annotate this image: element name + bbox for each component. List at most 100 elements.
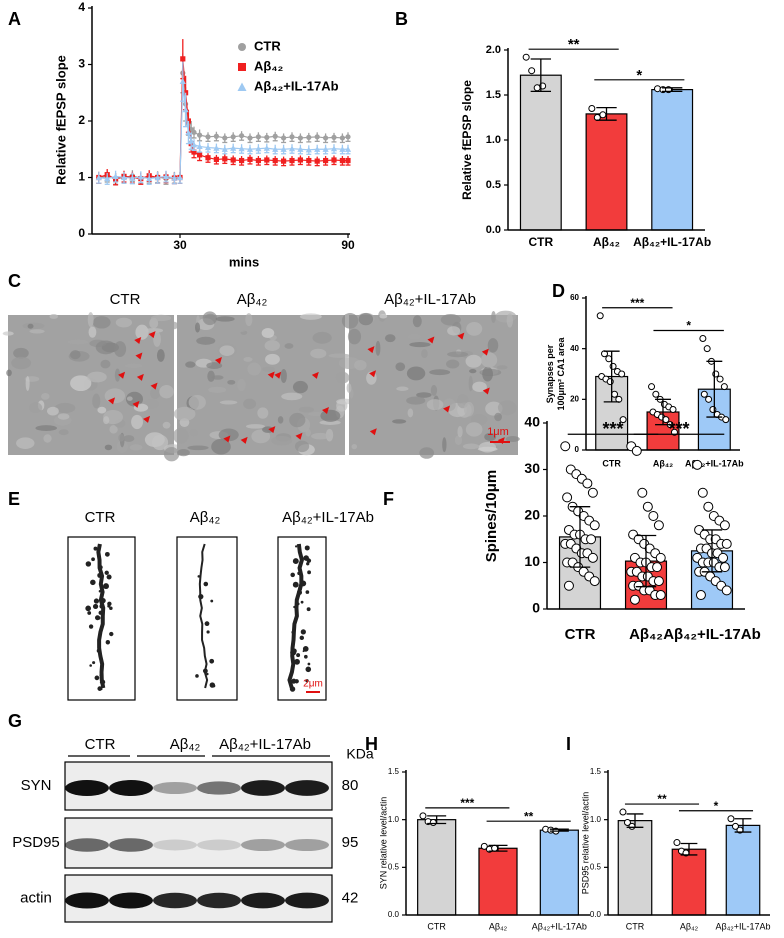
synapse-arrow bbox=[223, 435, 231, 443]
y-axis-label: SYN relative level/actin bbox=[378, 797, 388, 890]
micrograph-texture bbox=[271, 435, 293, 446]
micrograph-texture bbox=[299, 313, 322, 320]
blot-row-label: PSD95 bbox=[12, 834, 60, 851]
x-tick-label: Aβ₄₂+IL-17Ab bbox=[663, 626, 761, 643]
marker bbox=[222, 135, 228, 141]
marker bbox=[162, 173, 170, 179]
significance-label: ** bbox=[657, 792, 667, 806]
micrograph-texture bbox=[232, 323, 248, 333]
marker bbox=[197, 132, 203, 138]
marker bbox=[137, 173, 144, 180]
spine bbox=[305, 590, 310, 594]
bar bbox=[617, 820, 653, 916]
y-tick-label: 0.0 bbox=[388, 910, 400, 919]
micrograph-texture bbox=[409, 341, 431, 348]
blot-group-label: CTR bbox=[85, 736, 116, 753]
micrograph-texture bbox=[482, 366, 493, 382]
micrograph-texture bbox=[335, 371, 350, 384]
y-tick-label: 0.5 bbox=[486, 179, 501, 191]
micrograph-texture bbox=[430, 384, 438, 396]
y-axis-label: Synapses per bbox=[545, 344, 555, 403]
y-tick-label: 2 bbox=[78, 113, 85, 127]
synapse-arrow bbox=[135, 352, 143, 360]
micrograph-texture bbox=[118, 433, 125, 442]
spine bbox=[103, 583, 109, 590]
data-point bbox=[654, 85, 662, 93]
micrograph-texture bbox=[87, 371, 107, 383]
micrograph-texture bbox=[469, 369, 477, 374]
data-point bbox=[429, 819, 437, 827]
data-point bbox=[652, 562, 663, 573]
y-tick-label: 20 bbox=[570, 394, 579, 403]
data-point bbox=[589, 520, 600, 531]
micrograph-texture bbox=[497, 400, 517, 416]
micrograph-texture bbox=[131, 414, 143, 430]
micrograph-texture bbox=[103, 416, 110, 425]
marker bbox=[297, 135, 303, 141]
micrograph-texture bbox=[463, 401, 475, 417]
spine bbox=[290, 572, 295, 578]
micrograph-label: Aβ₄₂+IL-17Ab bbox=[384, 291, 476, 308]
blot-kda: 95 bbox=[342, 834, 359, 851]
micrograph-label: CTR bbox=[110, 291, 141, 308]
blot-kda: 42 bbox=[342, 889, 359, 906]
synapse-arrow bbox=[150, 382, 158, 390]
marker bbox=[345, 134, 351, 140]
y-tick-label: 10 bbox=[524, 553, 540, 569]
synapse-arrow bbox=[268, 426, 276, 434]
micrograph-label: Aβ₄₂ bbox=[237, 291, 268, 308]
marker bbox=[264, 157, 270, 163]
marker bbox=[289, 134, 295, 140]
data-point bbox=[722, 416, 730, 424]
marker bbox=[331, 134, 337, 140]
data-point bbox=[653, 576, 664, 587]
marker bbox=[246, 146, 254, 152]
blot-row-label: actin bbox=[20, 889, 52, 906]
data-point bbox=[652, 390, 660, 398]
synapse-arrow bbox=[143, 415, 151, 423]
micrograph-texture bbox=[379, 314, 388, 319]
micrograph-texture bbox=[375, 340, 381, 356]
marker bbox=[272, 133, 278, 139]
micrograph-texture bbox=[496, 365, 508, 370]
spine bbox=[99, 679, 106, 685]
micrograph-texture bbox=[195, 322, 201, 333]
micrograph-texture bbox=[384, 334, 396, 343]
micrograph-texture bbox=[162, 421, 171, 429]
significance-label: *** bbox=[630, 296, 644, 310]
spine bbox=[104, 551, 110, 557]
micrograph-texture bbox=[188, 395, 206, 410]
blot-band bbox=[65, 838, 109, 852]
micrograph-texture bbox=[289, 412, 306, 428]
micrograph-texture bbox=[312, 331, 332, 344]
marker bbox=[185, 129, 192, 135]
blot-group-label: Aβ₄₂+IL-17Ab bbox=[219, 736, 311, 753]
marker bbox=[95, 174, 102, 181]
micrograph-texture bbox=[35, 425, 57, 431]
y-axis-label: PSD95 relative level/actin bbox=[580, 792, 590, 895]
bar bbox=[539, 829, 579, 916]
y-tick-label: 1.5 bbox=[388, 767, 400, 776]
dendrite bbox=[198, 543, 209, 689]
x-tick-label: Aβ₄₂+IL-17Ab bbox=[685, 458, 744, 468]
scale-bar-label: 2μm bbox=[303, 679, 323, 690]
blot-group-label: Aβ₄₂ bbox=[170, 736, 201, 753]
spine bbox=[106, 641, 109, 644]
micrograph-texture bbox=[88, 326, 97, 338]
micrograph-texture bbox=[156, 349, 165, 362]
data-point bbox=[596, 312, 604, 320]
blot-band bbox=[197, 781, 241, 795]
micrograph-texture bbox=[219, 400, 238, 405]
data-point bbox=[637, 487, 648, 498]
data-point bbox=[629, 594, 640, 605]
marker bbox=[322, 146, 329, 152]
spine bbox=[206, 630, 210, 634]
micrograph-texture bbox=[49, 314, 58, 319]
spine bbox=[90, 579, 96, 586]
micrograph-texture bbox=[319, 420, 341, 426]
blot-band bbox=[197, 892, 241, 909]
marker bbox=[205, 134, 211, 140]
data-point bbox=[588, 105, 596, 112]
marker bbox=[213, 133, 219, 139]
